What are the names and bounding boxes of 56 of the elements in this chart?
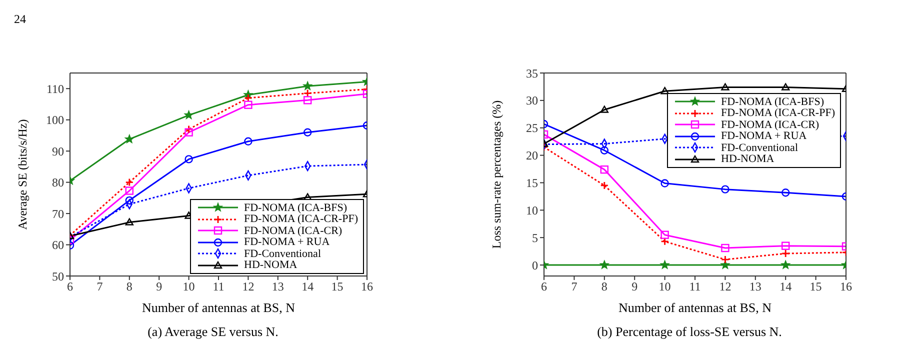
legend-label: HD-NOMA [721,153,774,166]
y-axis-title: Average SE (bits/s/Hz) [15,119,30,230]
legend-label: FD-NOMA (ICA-CR) [721,118,820,131]
y-tick-label: 35 [526,66,538,80]
y-tick-label: 50 [52,269,64,284]
x-tick-label: 8 [126,280,132,294]
legend-label: FD-NOMA (ICA-CR-PF) [244,213,358,226]
x-tick-label: 8 [601,280,608,294]
x-tick-label: 13 [749,280,762,294]
legend-label: FD-NOMA (ICA-BFS) [244,202,347,214]
x-tick-label: 14 [780,280,792,294]
y-tick-label: 30 [526,94,538,108]
x-axis-title: Number of antennas at BS, N [142,300,296,315]
x-tick-label: 12 [242,280,254,294]
x-tick-label: 12 [719,280,732,294]
y-tick-label: 70 [52,206,64,221]
y-tick-label: 25 [526,121,538,136]
y-tick-label: 20 [526,148,538,163]
legend-label: FD-Conventional [244,248,321,260]
text: (a) Average SE versus N. [146,324,280,340]
legend-label: FD-NOMA (ICA-CR) [244,224,342,237]
text: 24 [14,12,26,27]
text: (b) Percentage of loss-SE versus N. [596,324,783,340]
y-tick-label: 100 [46,113,64,128]
x-tick-label: 15 [810,280,822,294]
y-tick-label: 80 [52,176,64,190]
legend-label: FD-NOMA (ICA-CR-PF) [721,107,835,120]
y-tick-label: 15 [526,176,538,190]
x-tick-label: 6 [67,280,73,294]
x-tick-label: 10 [182,280,195,294]
legend-label: FD-NOMA + RUA [244,236,330,248]
legend-label: FD-Conventional [721,142,798,154]
x-tick-label: 16 [840,280,852,294]
x-tick-label: 9 [632,280,638,294]
y-axis-title: Loss sum-rate percentages (%) [489,100,504,249]
y-tick-label: 10 [526,203,538,218]
x-tick-label: 13 [272,280,284,294]
x-tick-label: 11 [212,280,224,294]
legend-label: FD-NOMA (ICA-BFS) [721,96,824,108]
legend-label: HD-NOMA [244,259,298,272]
x-tick-label: 11 [689,280,701,294]
y-tick-label: 60 [52,238,64,252]
x-tick-label: 7 [96,280,103,294]
x-tick-label: 14 [302,280,314,294]
y-tick-label: 0 [532,258,538,272]
x-tick-label: 9 [156,280,162,294]
y-tick-label: 5 [532,230,538,245]
x-tick-label: 10 [658,280,671,294]
x-tick-label: 15 [331,280,344,294]
y-tick-label: 110 [46,82,64,96]
x-tick-label: 7 [571,280,578,294]
y-tick-label: 90 [52,144,64,158]
x-tick-label: 16 [361,280,373,294]
legend-label: FD-NOMA + RUA [721,130,807,142]
x-axis-title: Number of antennas at BS, N [618,300,772,315]
x-tick-label: 6 [541,280,547,294]
